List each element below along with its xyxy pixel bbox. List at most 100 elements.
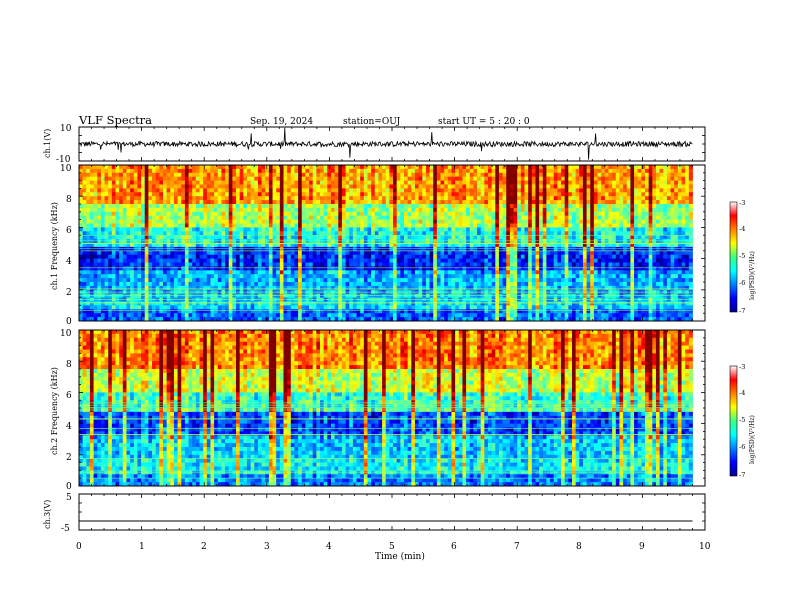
spectrogram-cell <box>261 243 266 248</box>
spectrogram-cell <box>228 204 233 209</box>
spectrogram-cell <box>210 188 215 193</box>
spectrogram-cell <box>619 219 624 224</box>
spectrogram-cell <box>444 165 449 170</box>
spectrogram-cell <box>243 250 248 256</box>
spectrogram-cell <box>159 207 164 213</box>
spectrogram-cell <box>177 215 182 220</box>
spectrogram-cell <box>225 192 230 197</box>
spectrogram-cell <box>181 200 186 205</box>
spectrogram-cell <box>173 243 178 248</box>
spectrogram-cell <box>615 274 620 279</box>
spectrogram-cell <box>385 254 390 259</box>
spectrogram-cell <box>312 227 317 232</box>
spectrogram-cell <box>371 204 376 209</box>
spectrogram-cell <box>626 188 631 193</box>
spectrogram-cell <box>630 180 635 185</box>
spectrogram-cell <box>188 274 193 279</box>
spectrogram-cell <box>203 270 208 275</box>
spectrogram-cell <box>352 239 357 244</box>
spectrogram-cell <box>436 172 441 178</box>
spectrogram-cell <box>411 246 416 252</box>
spectrogram-cell <box>550 270 555 275</box>
spectrogram-cell <box>652 172 657 178</box>
spectrogram-cell <box>685 172 690 178</box>
spectrogram-cell <box>404 196 409 201</box>
spectrogram-cell <box>582 266 587 271</box>
spectrogram-cell <box>305 246 310 252</box>
spectrogram-cell <box>316 246 321 252</box>
spectrogram-cell <box>385 258 390 263</box>
spectrogram-cell <box>542 258 547 263</box>
spectrogram-cell <box>221 246 226 252</box>
spectrogram-cell <box>155 274 160 279</box>
spectrogram-cell <box>466 266 471 271</box>
spectrogram-cell <box>447 196 452 201</box>
spectrogram-cell <box>272 235 277 240</box>
spectrogram-cell <box>513 270 518 275</box>
spectrogram-cell <box>411 207 416 213</box>
spectrogram-cell <box>674 274 679 279</box>
spectrogram-cell <box>414 207 419 213</box>
spectrogram-cell <box>404 176 409 181</box>
spectrogram-cell <box>162 192 168 197</box>
spectrogram-cell <box>115 204 120 209</box>
spectrogram-cell <box>655 184 661 189</box>
spectrogram-cell <box>363 274 368 279</box>
spectrogram-cell <box>236 278 241 283</box>
spectrogram-cell <box>243 243 248 248</box>
spectrogram-cell <box>327 239 332 244</box>
spectrogram-cell <box>268 223 273 228</box>
spectrogram-cell <box>480 172 485 178</box>
spectrogram-cell <box>298 250 303 256</box>
spectrogram-cell <box>192 223 197 228</box>
spectrogram-cell <box>345 278 350 283</box>
spectrogram-cell <box>400 262 405 267</box>
spectrogram-cell <box>352 211 357 217</box>
spectrogram-cell <box>546 176 551 181</box>
spectrogram-cell <box>349 239 354 244</box>
spectrogram-cell <box>130 231 135 236</box>
spectrogram-cell <box>254 250 259 256</box>
spectrogram-cell <box>681 200 686 205</box>
spectrogram-cell <box>192 211 197 217</box>
spectrogram-cell <box>298 211 303 217</box>
spectrogram-cell <box>104 207 109 213</box>
spectrogram-cell <box>550 207 555 213</box>
spectrogram-cell <box>254 239 259 244</box>
spectrogram-cell <box>232 243 237 248</box>
spectrogram-cell <box>203 196 208 201</box>
spectrogram-cell <box>466 223 471 228</box>
spectrogram-cell <box>484 188 489 193</box>
spectrogram-cell <box>564 204 569 209</box>
spectrogram-cell <box>246 239 252 244</box>
spectrogram-cell <box>557 258 562 263</box>
spectrogram-cell <box>279 254 284 259</box>
spectrogram-cell <box>250 227 255 232</box>
spectrogram-cell <box>214 270 219 275</box>
spectrogram-cell <box>612 207 617 213</box>
spectrogram-cell <box>345 243 350 248</box>
spectrogram-cell <box>119 266 124 271</box>
spectrogram-cell <box>137 250 142 256</box>
spectrogram-cell <box>243 165 248 170</box>
spectrogram-cell <box>159 223 164 228</box>
spectrogram-cell <box>97 270 102 275</box>
spectrogram-cell <box>243 246 248 252</box>
spectrogram-cell <box>604 243 609 248</box>
spectrogram-cell <box>272 227 277 232</box>
spectrogram-cell <box>659 243 664 248</box>
spectrogram-cell <box>265 246 270 252</box>
spectrogram-cell <box>93 243 98 248</box>
spectrogram-cell <box>535 262 540 267</box>
spectrogram-cell <box>685 227 690 232</box>
spectrogram-cell <box>462 254 467 259</box>
spectrogram-cell <box>268 239 273 244</box>
spectrogram-cell <box>232 266 237 271</box>
spectrogram-cell <box>162 184 168 189</box>
spectrogram-cell <box>217 262 222 267</box>
spectrogram-cell <box>579 246 584 252</box>
spectrogram-cell <box>93 223 98 228</box>
spectrogram-cell <box>487 254 493 259</box>
spectrogram-cell <box>228 258 233 263</box>
spectrogram-cell <box>356 227 361 232</box>
